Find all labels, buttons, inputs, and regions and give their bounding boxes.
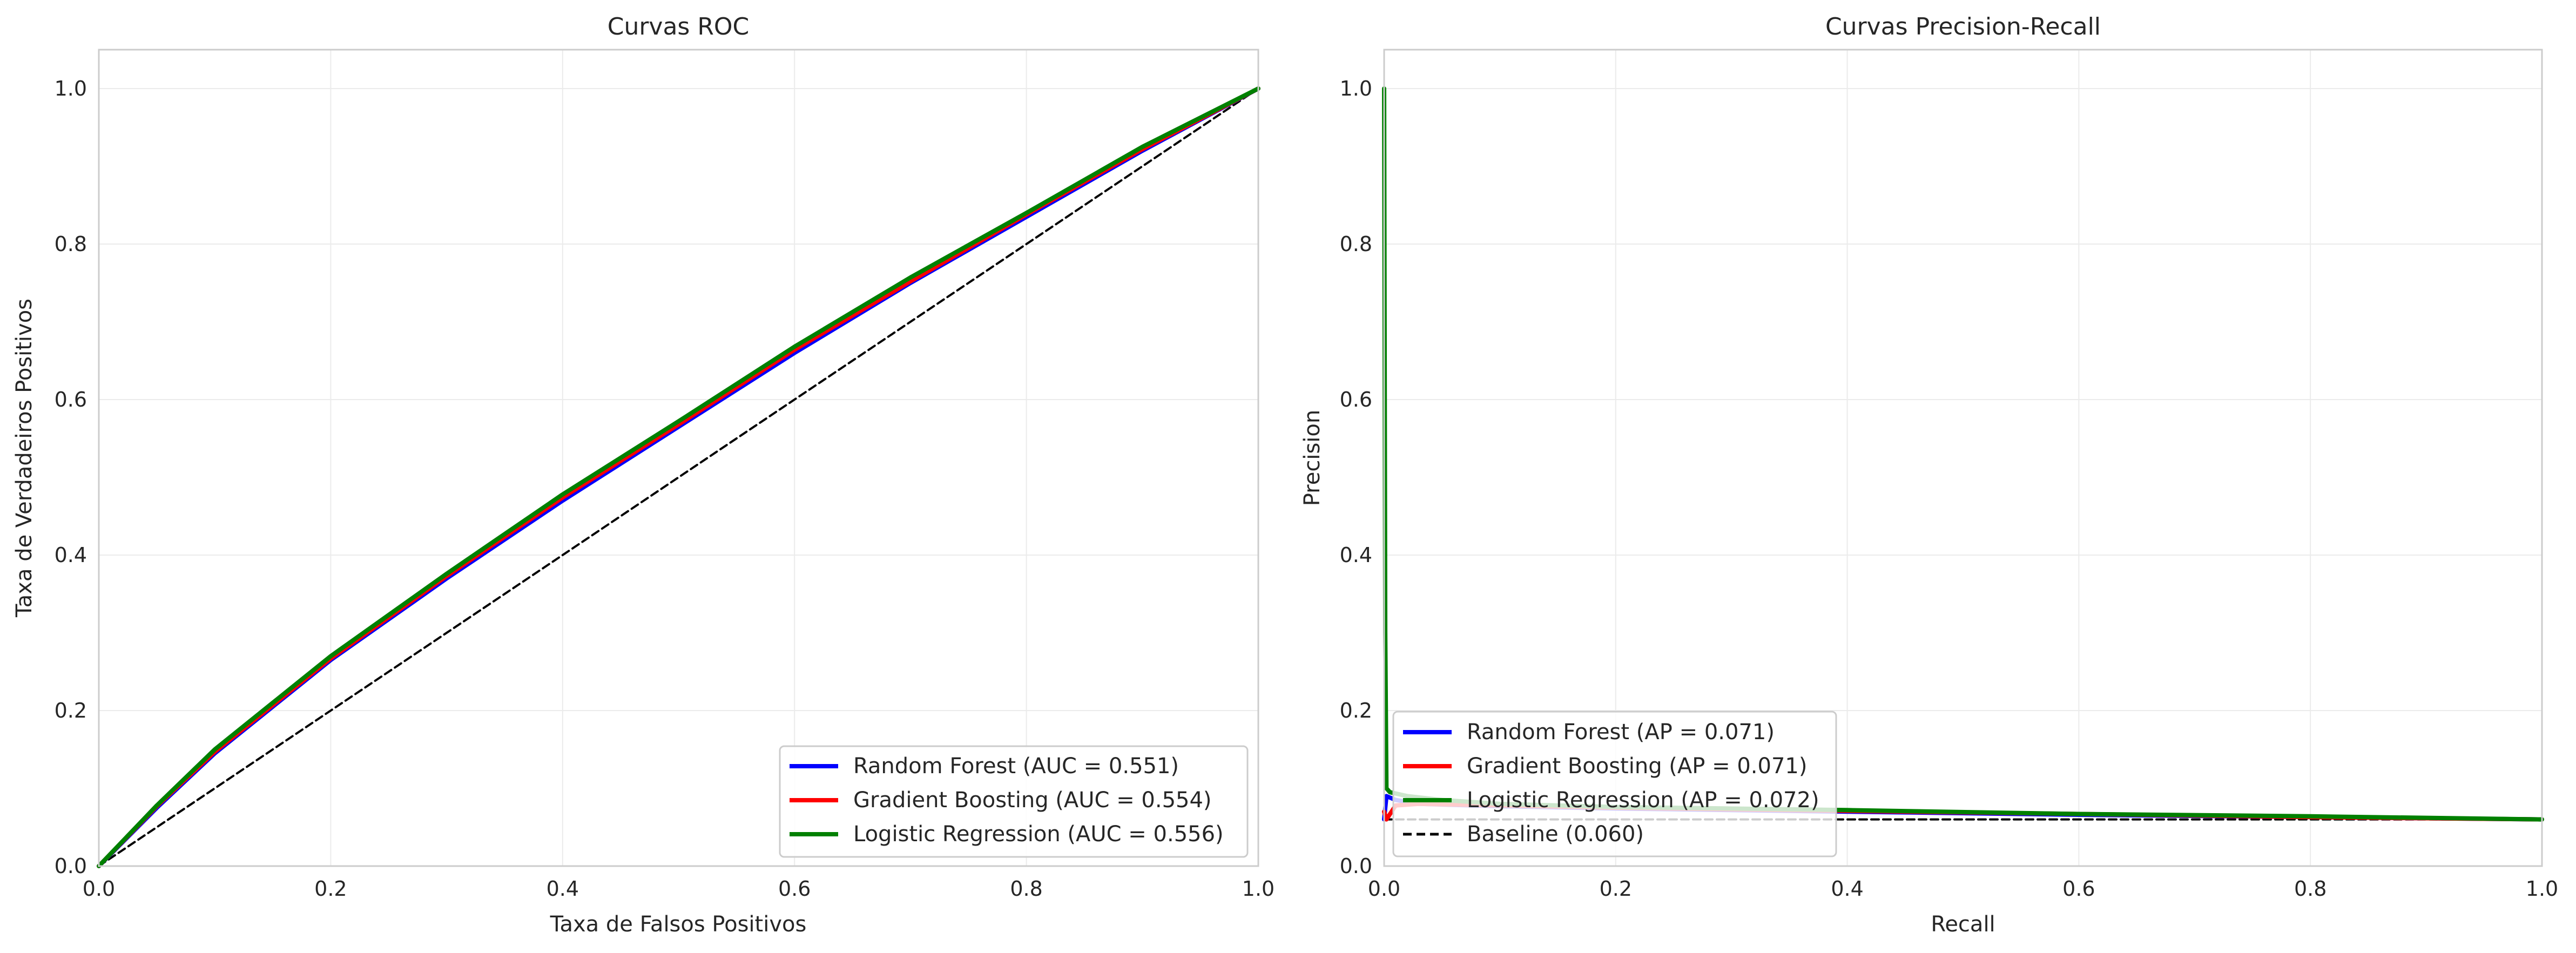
roc-ticks: 0.0 0.2 0.4 0.6 0.8 1.0 0.0 0.2 0.4 0.6 0.8 1.0 xyxy=(55,77,1275,901)
roc-x-tick-label: 0.8 xyxy=(1010,877,1042,901)
roc-panel: Curvas ROC 0.0 0.2 0.4 0.6 0.8 1.00.00.20.40.… xyxy=(12,13,1274,937)
pr-y-tick-label: 0.0 xyxy=(1340,854,1372,878)
pr-y-tick-label: 0.8 xyxy=(1340,232,1372,256)
roc-x-tick-label: 1.0 xyxy=(1242,877,1274,901)
pr-x-tick-label: 1.0 xyxy=(2526,877,2558,901)
roc-x-tick-label: 0.4 xyxy=(547,877,579,901)
roc-legend: Random Forest (AUC = 0.551) Gradient Boo… xyxy=(779,745,1249,858)
pr-axes-frame xyxy=(1383,49,2543,867)
pr-x-tick-label: 0.0 xyxy=(1368,877,1400,901)
pr-legend-box xyxy=(1392,711,1837,857)
roc-y-tick-label: 1.0 xyxy=(55,77,87,100)
roc-x-tick-label: 0.6 xyxy=(778,877,811,901)
roc-title: Curvas ROC xyxy=(608,13,750,40)
roc-series-line-2 xyxy=(97,86,1260,868)
pr-legend-label-rf: Random Forest (AP = 0.071) xyxy=(1467,720,1775,745)
roc-x-tick-label: 0.2 xyxy=(314,877,347,901)
roc-x-tick-label: 0.0 xyxy=(83,877,115,901)
pr-series-line-2 xyxy=(1382,86,2544,822)
roc-axes-frame xyxy=(98,49,1259,867)
pr-ticks: 0.0 0.2 0.4 0.6 0.8 1.0 0.0 0.2 0.4 0.6 0.8 1.0 xyxy=(1340,77,2559,901)
pr-plot-area xyxy=(1382,86,2544,822)
pr-legend-label-lr: Logistic Regression (AP = 0.072) xyxy=(1467,788,1819,813)
roc-y-tick-label: 0.8 xyxy=(55,232,87,256)
pr-title: Curvas Precision-Recall xyxy=(1825,13,2101,40)
roc-y-tick-label: 0.4 xyxy=(55,543,87,567)
roc-plot-area xyxy=(97,86,1260,868)
pr-x-tick-label: 0.8 xyxy=(2294,877,2327,901)
pr-legend-label-gb: Gradient Boosting (AP = 0.071) xyxy=(1467,754,1807,779)
pr-y-tick-label: 0.4 xyxy=(1340,543,1372,567)
pr-legend-label-baseline: Baseline (0.060) xyxy=(1467,822,1644,847)
roc-legend-label-lr: Logistic Regression (AUC = 0.556) xyxy=(853,822,1224,847)
roc-y-tick-label: 0.2 xyxy=(55,699,87,722)
roc-y-axis-label: Taxa de Verdadeiros Positivos xyxy=(12,299,37,618)
roc-legend-box xyxy=(779,745,1249,858)
roc-gridlines xyxy=(98,50,1259,867)
pr-x-tick-label: 0.4 xyxy=(1831,877,1863,901)
pr-y-tick-label: 0.6 xyxy=(1340,388,1372,411)
pr-y-axis-label: Precision xyxy=(1300,410,1325,506)
roc-x-axis-label: Taxa de Falsos Positivos xyxy=(550,912,807,937)
pr-x-axis-label: Recall xyxy=(1931,912,1995,937)
roc-y-tick-label: 0.0 xyxy=(55,854,87,878)
roc-legend-label-gb: Gradient Boosting (AUC = 0.554) xyxy=(853,788,1212,813)
pr-legend: Random Forest (AP = 0.071) Gradient Boos… xyxy=(1392,711,1837,857)
pr-y-tick-label: 0.2 xyxy=(1340,699,1372,722)
roc-series-line-3 xyxy=(98,87,1259,867)
pr-y-tick-label: 1.0 xyxy=(1340,77,1372,100)
pr-x-tick-label: 0.2 xyxy=(1600,877,1632,901)
roc-y-tick-label: 0.6 xyxy=(55,388,87,411)
pr-x-tick-label: 0.6 xyxy=(2062,877,2095,901)
pr-panel: Curvas Precision-Recall 0.0 0.2 0.4 0.6 0.8 1… xyxy=(1300,13,2558,937)
roc-legend-label-rf: Random Forest (AUC = 0.551) xyxy=(853,754,1179,779)
